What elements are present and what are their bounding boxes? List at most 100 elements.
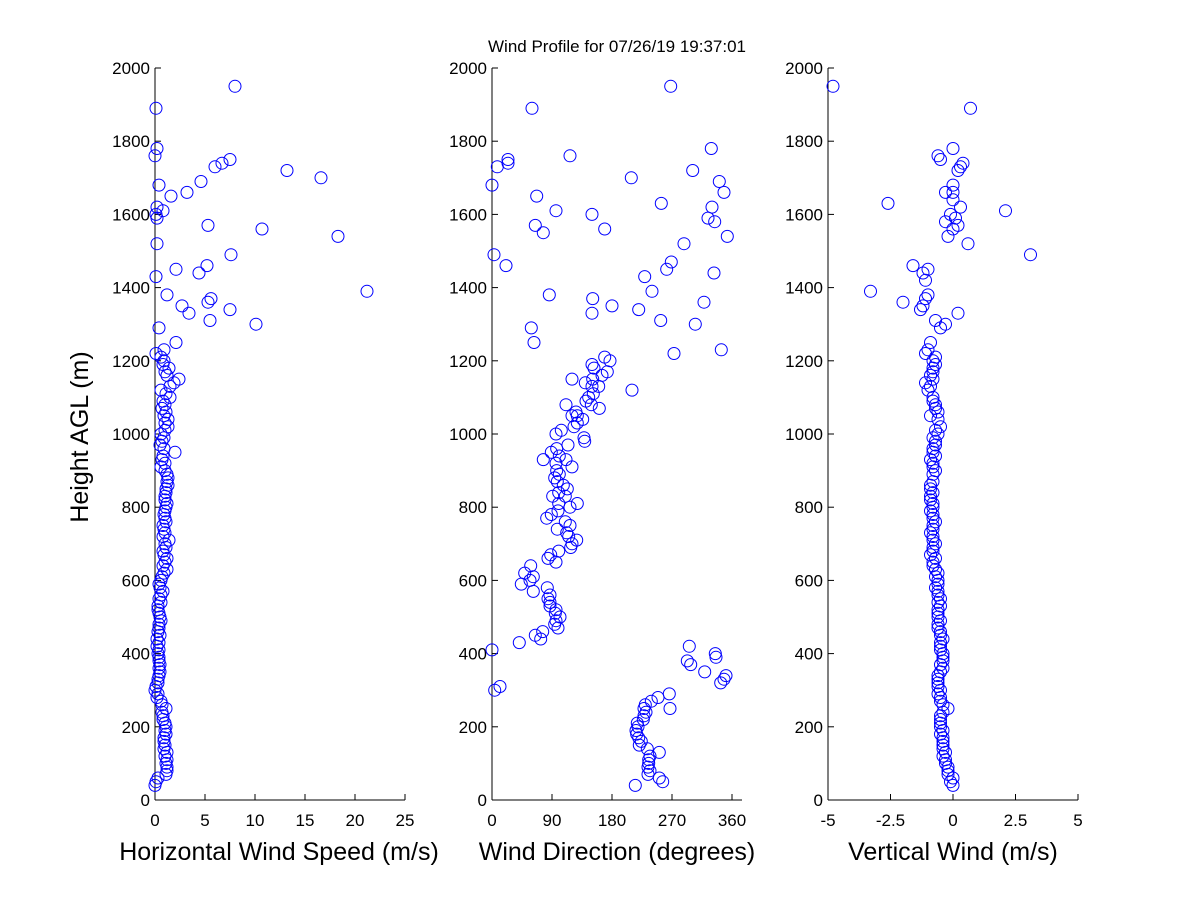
direction-data-point [592,401,606,415]
vertical-data-point [881,196,895,210]
vertical-y-tick-label: 1000 [785,425,823,444]
vertical-data-point [939,745,952,759]
vertical-data-point [931,669,945,683]
vertical-data-point [929,438,942,452]
vertical-data-point [934,709,947,723]
vertical-data-point [934,716,947,730]
direction-data-point [550,464,564,478]
speed-data-point [160,760,174,774]
speed-data-point [160,562,174,576]
speed-y-tick-label: 2000 [112,59,150,78]
vertical-data-point [924,368,937,382]
speed-data-point [150,632,164,646]
direction-panel: 0 200 400 600 800 1000 1200 1400 1600 1800 2000 0 90… [449,59,746,830]
vertical-data-point [946,222,960,236]
direction-data-point [704,142,718,155]
direction-data-point [556,478,570,492]
speed-data-point [151,599,165,613]
direction-data-point [631,720,645,734]
direction-data-point [540,581,554,595]
vertical-data-point [929,398,942,412]
vertical-data-point [926,475,940,489]
speed-data-point [156,584,170,598]
speed-data-point [158,456,172,470]
vertical-data-point [924,453,937,467]
speed-y-tick-label: 1600 [112,205,150,224]
vertical-data-point [926,361,940,375]
speed-data-point [224,248,238,262]
vertical-data-point [936,632,950,646]
direction-data-point [530,189,544,203]
direction-x-axis-title: Wind Direction (degrees) [479,838,756,866]
vertical-panel: 0 200 400 600 800 1000 1200 1400 1600 1800 2000 -5 -… [785,59,1083,830]
direction-data-point [652,745,666,759]
direction-data-point [570,497,584,510]
speed-data-point [169,262,183,276]
vertical-data-point [906,259,920,273]
vertical-data-point [951,306,965,320]
vertical-data-point [934,683,947,697]
vertical-data-point [934,614,947,628]
speed-data-point [157,431,171,445]
direction-data-point [558,515,572,529]
speed-data-point [152,650,166,664]
direction-data-point [560,526,574,540]
speed-data-point [155,401,169,415]
vertical-data-point [931,595,945,609]
direction-data-point [632,731,646,745]
vertical-data-point [946,178,960,192]
direction-data-point [560,482,574,496]
vertical-data-point [919,292,932,306]
direction-data-point [654,314,668,327]
speed-data-point [223,153,237,166]
direction-data-point [585,207,599,221]
speed-data-point [150,639,164,653]
vertical-y-tick-label: 2000 [785,59,823,78]
direction-data-point [645,284,659,298]
vertical-data-point [929,570,942,584]
direction-data-point [584,398,598,412]
direction-y-tick-label: 600 [459,571,487,590]
vertical-data-point [929,423,942,437]
vertical-data-point [936,705,950,719]
speed-data-point [152,178,166,192]
vertical-data-point [931,621,945,635]
direction-data-point [544,548,558,562]
direction-data-point [548,606,562,620]
direction-data-point [684,658,698,672]
vertical-data-point [931,566,945,580]
vertical-data-point [949,211,962,225]
direction-data-point [578,434,592,448]
direction-x-tick-label: 270 [658,811,686,830]
speed-data-point [203,314,217,327]
vertical-data-point [924,482,937,496]
speed-data-point [150,142,164,155]
direction-data-point [720,229,734,243]
direction-data-point [542,288,556,302]
vertical-data-point [936,731,950,745]
direction-data-point [548,471,562,485]
direction-y-tick-label: 0 [478,791,487,810]
speed-data-point [158,555,172,569]
vertical-x-tick-label: 0 [948,811,957,830]
vertical-data-point [934,691,947,704]
vertical-data-point [926,519,940,532]
speed-y-tick-label: 400 [122,645,150,664]
direction-data-point [717,185,731,199]
speed-data-point [175,299,189,313]
vertical-data-point [931,610,945,624]
direction-data-point [525,101,539,115]
vertical-data-point [939,185,952,199]
speed-data-point [156,713,170,726]
direction-data-point [652,771,666,785]
direction-data-point [551,621,565,635]
vertical-data-point [931,149,945,163]
speed-y-tick-label: 1200 [112,352,150,371]
vertical-y-tick-label: 0 [814,791,823,810]
vertical-x-tick-label: -2.5 [876,811,905,830]
vertical-data-point [999,204,1012,218]
figure-title: Wind Profile for 07/26/19 19:37:01 [488,37,746,56]
vertical-data-point [926,555,940,569]
direction-data-point [540,511,554,525]
direction-data-point [682,639,696,653]
